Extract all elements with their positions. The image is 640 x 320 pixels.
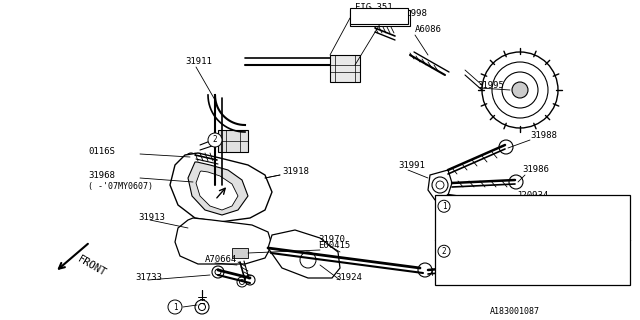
Circle shape [482,52,558,128]
Circle shape [492,62,548,118]
Circle shape [438,200,450,212]
Bar [350,8,408,24]
Text: 31998: 31998 [400,10,427,19]
Text: 2: 2 [442,247,446,256]
Circle shape [168,300,182,314]
Text: FIG.351: FIG.351 [361,13,399,22]
Text: 31991: 31991 [398,162,425,171]
Text: 1: 1 [442,202,446,211]
Text: 0116S: 0116S [88,148,115,156]
Text: 31988: 31988 [530,132,557,140]
Text: A70664: A70664 [205,255,237,265]
Text: D00503: D00503 [456,269,486,278]
Text: 31968: 31968 [88,171,115,180]
Text: ('07MY0609-     ): ('07MY0609- ) [508,224,591,233]
Text: 0310S: 0310S [456,247,481,256]
Text: A50632: A50632 [456,202,486,211]
Text: FRONT: FRONT [76,254,108,278]
Circle shape [448,264,460,276]
Text: 31924: 31924 [335,274,362,283]
Text: 31733: 31733 [135,274,162,283]
Text: 31981: 31981 [445,278,472,287]
Text: 31913: 31913 [138,212,165,221]
Polygon shape [196,171,238,210]
Text: ( -'07MY0607): ( -'07MY0607) [88,182,153,191]
Text: FIG.351: FIG.351 [355,4,392,12]
Text: 1: 1 [173,302,177,311]
Polygon shape [232,248,248,258]
Bar [435,195,630,285]
Circle shape [215,269,221,275]
Circle shape [300,252,316,268]
Bar [350,10,410,26]
Circle shape [214,157,221,164]
Circle shape [237,277,247,287]
Polygon shape [188,162,248,215]
Text: 31970: 31970 [318,236,345,244]
Text: (       -0610): ( -0610) [508,247,576,256]
Text: 31911: 31911 [185,58,212,67]
Circle shape [198,303,205,310]
Text: J20934: J20934 [516,191,548,201]
Circle shape [436,181,444,189]
Text: A183001087: A183001087 [490,308,540,316]
Circle shape [512,82,528,98]
Polygon shape [428,170,452,200]
Polygon shape [170,153,272,222]
Circle shape [438,245,450,257]
Text: 2: 2 [212,135,218,145]
Text: (      -'07MY0608): ( -'07MY0608) [508,202,596,211]
Polygon shape [218,130,248,152]
Circle shape [432,177,448,193]
Circle shape [186,153,196,163]
Circle shape [208,133,222,147]
Circle shape [239,279,244,284]
Circle shape [418,263,432,277]
Circle shape [195,300,209,314]
Text: 31995: 31995 [477,82,504,91]
Text: E00415: E00415 [318,242,350,251]
Circle shape [499,140,513,154]
Circle shape [509,175,523,189]
Polygon shape [195,175,207,189]
Circle shape [502,72,538,108]
Text: 31918: 31918 [282,167,309,177]
Text: A50683: A50683 [456,224,486,233]
Circle shape [212,266,224,278]
Polygon shape [175,218,272,264]
Polygon shape [268,230,340,278]
Text: (0610-         ): (0610- ) [508,269,586,278]
Text: FIG.351: FIG.351 [360,12,398,20]
Circle shape [245,275,255,285]
Text: A6086: A6086 [415,26,442,35]
Polygon shape [330,55,360,82]
Text: 31986: 31986 [522,165,549,174]
